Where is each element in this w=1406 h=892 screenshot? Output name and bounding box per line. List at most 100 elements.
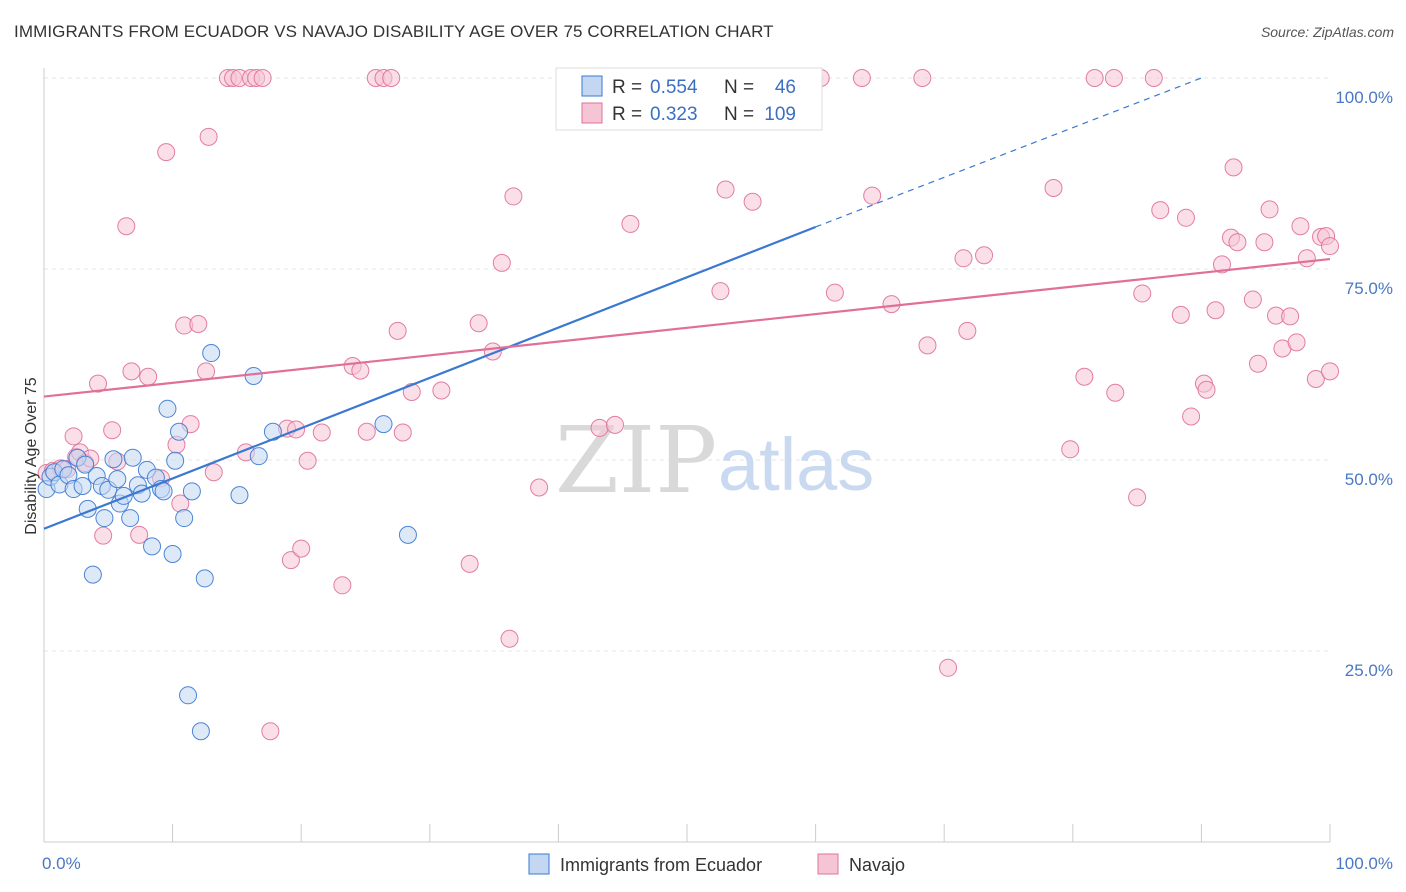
navajo-points — [37, 69, 1339, 741]
bottom-legend-label-0: Immigrants from Ecuador — [560, 855, 762, 875]
legend-swatch-1 — [581, 102, 603, 124]
points-pink-point-92 — [1212, 255, 1231, 274]
points-pink-point-33 — [253, 69, 272, 87]
points-pink-point-79 — [1085, 69, 1104, 87]
points-blue-point-39 — [230, 486, 249, 505]
points-pink-point-39 — [298, 451, 317, 470]
points-blue-point-41 — [249, 447, 268, 466]
bottom-legend-swatch-0 — [528, 853, 550, 875]
points-pink-point-41 — [333, 576, 352, 595]
points-blue-point-32 — [170, 422, 189, 441]
points-blue-point-40 — [244, 366, 263, 385]
points-pink-point-14 — [122, 362, 141, 381]
points-pink-point-36 — [281, 551, 300, 570]
points-pink-point-87 — [1176, 208, 1195, 227]
points-pink-point-49 — [393, 423, 412, 442]
points-pink-point-73 — [954, 249, 973, 268]
watermark: ZIP atlas — [555, 407, 874, 514]
points-pink-point-95 — [1228, 233, 1247, 252]
points-pink-point-52 — [460, 554, 479, 573]
points-pink-point-10 — [94, 526, 113, 545]
points-pink-point-56 — [500, 629, 519, 648]
points-pink-point-83 — [1133, 284, 1152, 303]
points-pink-point-63 — [716, 180, 735, 199]
x-tick-label-1: 100.0% — [1335, 854, 1393, 873]
source-label: Source: ZipAtlas.com — [1260, 24, 1394, 40]
bottom-legend-label-1: Navajo — [849, 855, 905, 875]
points-pink-point-51 — [432, 381, 451, 400]
points-pink-point-91 — [1206, 301, 1225, 320]
bottom-legend-swatch-1 — [817, 853, 839, 875]
points-pink-point-69 — [882, 295, 901, 314]
points-pink-point-80 — [1104, 69, 1123, 87]
points-pink-point-81 — [1106, 383, 1125, 402]
points-pink-point-99 — [1260, 200, 1279, 219]
points-pink-point-26 — [204, 463, 223, 482]
points-pink-point-88 — [1182, 407, 1201, 426]
points-blue-point-33 — [175, 509, 194, 528]
points-pink-point-72 — [939, 658, 958, 677]
points-pink-point-110 — [1321, 237, 1339, 256]
ecuador-trend-extension — [815, 77, 1202, 228]
points-pink-point-109 — [1321, 362, 1339, 381]
points-blue-point-9 — [76, 455, 95, 474]
points-blue-point-25 — [143, 537, 162, 556]
points-pink-point-103 — [1287, 333, 1306, 352]
points-pink-point-43 — [351, 361, 370, 380]
points-pink-point-106 — [1306, 370, 1325, 389]
points-blue-point-21 — [123, 448, 142, 467]
points-pink-point-55 — [492, 253, 511, 272]
y-axis-title: Disability Age Over 75 — [23, 377, 40, 535]
points-pink-point-67 — [852, 69, 871, 87]
points-pink-point-68 — [863, 186, 882, 205]
points-blue-point-31 — [166, 451, 185, 470]
chart-title: IMMIGRANTS FROM ECUADOR VS NAVAJO DISABI… — [14, 22, 774, 41]
legend-r-value-0: 0.554 — [650, 77, 698, 98]
points-pink-point-11 — [103, 421, 122, 440]
points-blue-point-38 — [202, 344, 221, 363]
legend-n-label-1: N = — [724, 104, 754, 125]
points-pink-point-13 — [117, 217, 136, 236]
points-pink-point-97 — [1248, 354, 1267, 373]
points-pink-point-96 — [1243, 290, 1262, 309]
axes — [43, 68, 1331, 843]
y-tick-label-1: 50.0% — [1345, 470, 1393, 489]
points-pink-point-15 — [130, 525, 149, 544]
ecuador-trend-line — [43, 225, 817, 530]
x-tick-label-0: 0.0% — [42, 854, 81, 873]
legend-n-label-0: N = — [724, 77, 754, 98]
y-tick-labels: 25.0% 50.0% 75.0% 100.0% — [1335, 88, 1393, 680]
points-pink-point-104 — [1291, 217, 1310, 236]
points-pink-point-86 — [1171, 305, 1190, 324]
points-pink-point-102 — [1281, 307, 1300, 326]
points-pink-point-105 — [1297, 249, 1316, 268]
points-blue-point-34 — [179, 686, 198, 705]
points-blue-point-14 — [95, 509, 114, 528]
points-pink-point-48 — [388, 321, 407, 340]
points-blue-point-8 — [73, 476, 92, 495]
points-pink-point-58 — [530, 478, 549, 497]
points-blue-point-11 — [83, 565, 102, 584]
points-pink-point-4 — [64, 427, 83, 446]
points-pink-point-60 — [605, 415, 624, 434]
points-pink-point-44 — [357, 422, 376, 441]
points-pink-point-61 — [621, 214, 640, 233]
y-tick-label-0: 25.0% — [1345, 661, 1393, 680]
points-blue-point-17 — [108, 470, 127, 489]
points-blue-point-35 — [182, 482, 201, 501]
points-pink-point-90 — [1197, 380, 1216, 399]
points-pink-point-74 — [958, 321, 977, 340]
legend-n-value-1: 109 — [764, 104, 796, 125]
points-pink-point-85 — [1151, 201, 1170, 220]
points-pink-point-25 — [199, 127, 218, 146]
legend-r-value-1: 0.323 — [650, 104, 698, 125]
legend-n-value-0: 46 — [775, 77, 796, 98]
points-pink-point-47 — [382, 69, 401, 87]
points-pink-point-70 — [913, 69, 932, 87]
points-blue-point-36 — [191, 722, 210, 741]
x-tick-labels: 0.0% 100.0% — [42, 854, 1393, 873]
points-pink-point-18 — [157, 143, 176, 162]
y-tick-label-2: 75.0% — [1345, 279, 1393, 298]
points-pink-point-75 — [975, 246, 994, 265]
points-pink-point-9 — [89, 374, 108, 393]
